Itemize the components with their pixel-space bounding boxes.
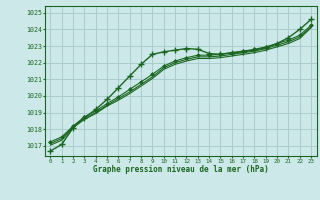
X-axis label: Graphe pression niveau de la mer (hPa): Graphe pression niveau de la mer (hPa): [93, 165, 269, 174]
